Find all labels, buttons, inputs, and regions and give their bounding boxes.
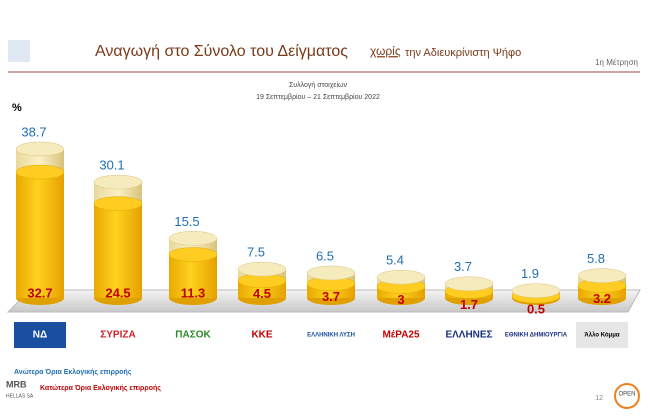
emblem: [8, 40, 30, 62]
upper-top: [577, 268, 627, 283]
lower-value-label: 1.7: [460, 297, 478, 312]
party-logo: [443, 322, 495, 348]
party-logo: [167, 322, 219, 348]
lower-bound-bar: [94, 203, 142, 298]
category-label: ΕΘΝΙΚΗ ΔΗΜΙΟΥΡΓΙΑ: [505, 333, 568, 339]
upper-value-label: 38.7: [21, 124, 46, 139]
party-logo: [92, 322, 144, 348]
chart-title: Αναγωγή στο Σύνολο του Δείγματος: [95, 43, 348, 60]
party-logo: [236, 322, 288, 348]
party-logo: [14, 322, 66, 348]
brand-ring: [614, 383, 640, 409]
lower-value-label: 3.2: [593, 291, 611, 306]
brand: OPEN: [618, 392, 635, 398]
upper-top: [15, 141, 65, 157]
upper-value-label: 7.5: [247, 245, 265, 260]
category-label: ΠΑΣΟΚ: [175, 330, 211, 341]
lower-bound-bar: [169, 254, 217, 298]
subtitle: Συλλογή στοιχείων: [289, 81, 348, 89]
legend-lower: Κατώτερα Όρια Εκλογικής επιρροής: [40, 384, 161, 392]
upper-value-label: 3.7: [454, 259, 472, 274]
measurement: 1η Μέτρηση: [595, 58, 638, 67]
title-emphasis: χωρίς: [370, 44, 401, 58]
upper-top: [376, 269, 426, 285]
title-rest: την Αδιευκρίνιστη Ψήφο: [405, 47, 521, 59]
upper-value-label: 6.5: [316, 248, 334, 263]
page-number: 12: [595, 395, 603, 402]
legend-upper: Ανώτερα Όρια Εκλογικής επιρροής: [14, 368, 132, 376]
lower-top: [93, 196, 143, 211]
upper-top: [444, 276, 494, 292]
category-label: ΣΥΡΙΖΑ: [100, 330, 135, 341]
date-range: 19 Σεπτεμβρίου – 21 Σεπτεμβρίου 2022: [256, 93, 380, 101]
category-label: ΜέΡΑ25: [382, 330, 420, 341]
lower-value-label: 32.7: [27, 285, 52, 300]
footer-logo: MRB: [6, 379, 27, 389]
category-label: ΕΛΛΗΝΙΚΗ ΛΥΣΗ: [307, 333, 355, 339]
lower-value-label: 3.7: [322, 289, 340, 304]
party-logo: [510, 322, 562, 348]
lower-value-label: 3: [397, 292, 404, 307]
upper-top: [306, 265, 356, 281]
lower-top: [168, 247, 218, 262]
unit-label: %: [12, 102, 22, 114]
upper-value-label: 15.5: [174, 214, 199, 229]
category-label: ΕΛΛΗΝΕΣ: [445, 330, 492, 341]
party-logo: [576, 322, 628, 348]
upper-top: [168, 231, 218, 246]
upper-top: [237, 261, 287, 277]
upper-value-label: 5.8: [587, 251, 605, 266]
lower-bound-bar: [16, 172, 64, 298]
upper-value-label: 5.4: [386, 253, 404, 268]
upper-top: [511, 283, 561, 298]
party-logo: [305, 322, 357, 348]
party-logo: [375, 322, 427, 348]
upper-value-label: 1.9: [521, 266, 539, 281]
lower-value-label: 11.3: [181, 285, 206, 300]
upper-value-label: 30.1: [99, 158, 124, 173]
lower-value-label: 0.5: [527, 302, 545, 317]
lower-value-label: 24.5: [105, 285, 130, 300]
category-label: ΚΚΕ: [251, 330, 272, 341]
category-label: Άλλο Κόμμα: [584, 333, 619, 339]
footer-sub: HELLAS SA: [6, 393, 34, 399]
lower-value-label: 4.5: [253, 286, 271, 301]
category-label: ΝΔ: [33, 330, 47, 341]
lower-top: [15, 164, 65, 180]
upper-top: [93, 174, 143, 190]
